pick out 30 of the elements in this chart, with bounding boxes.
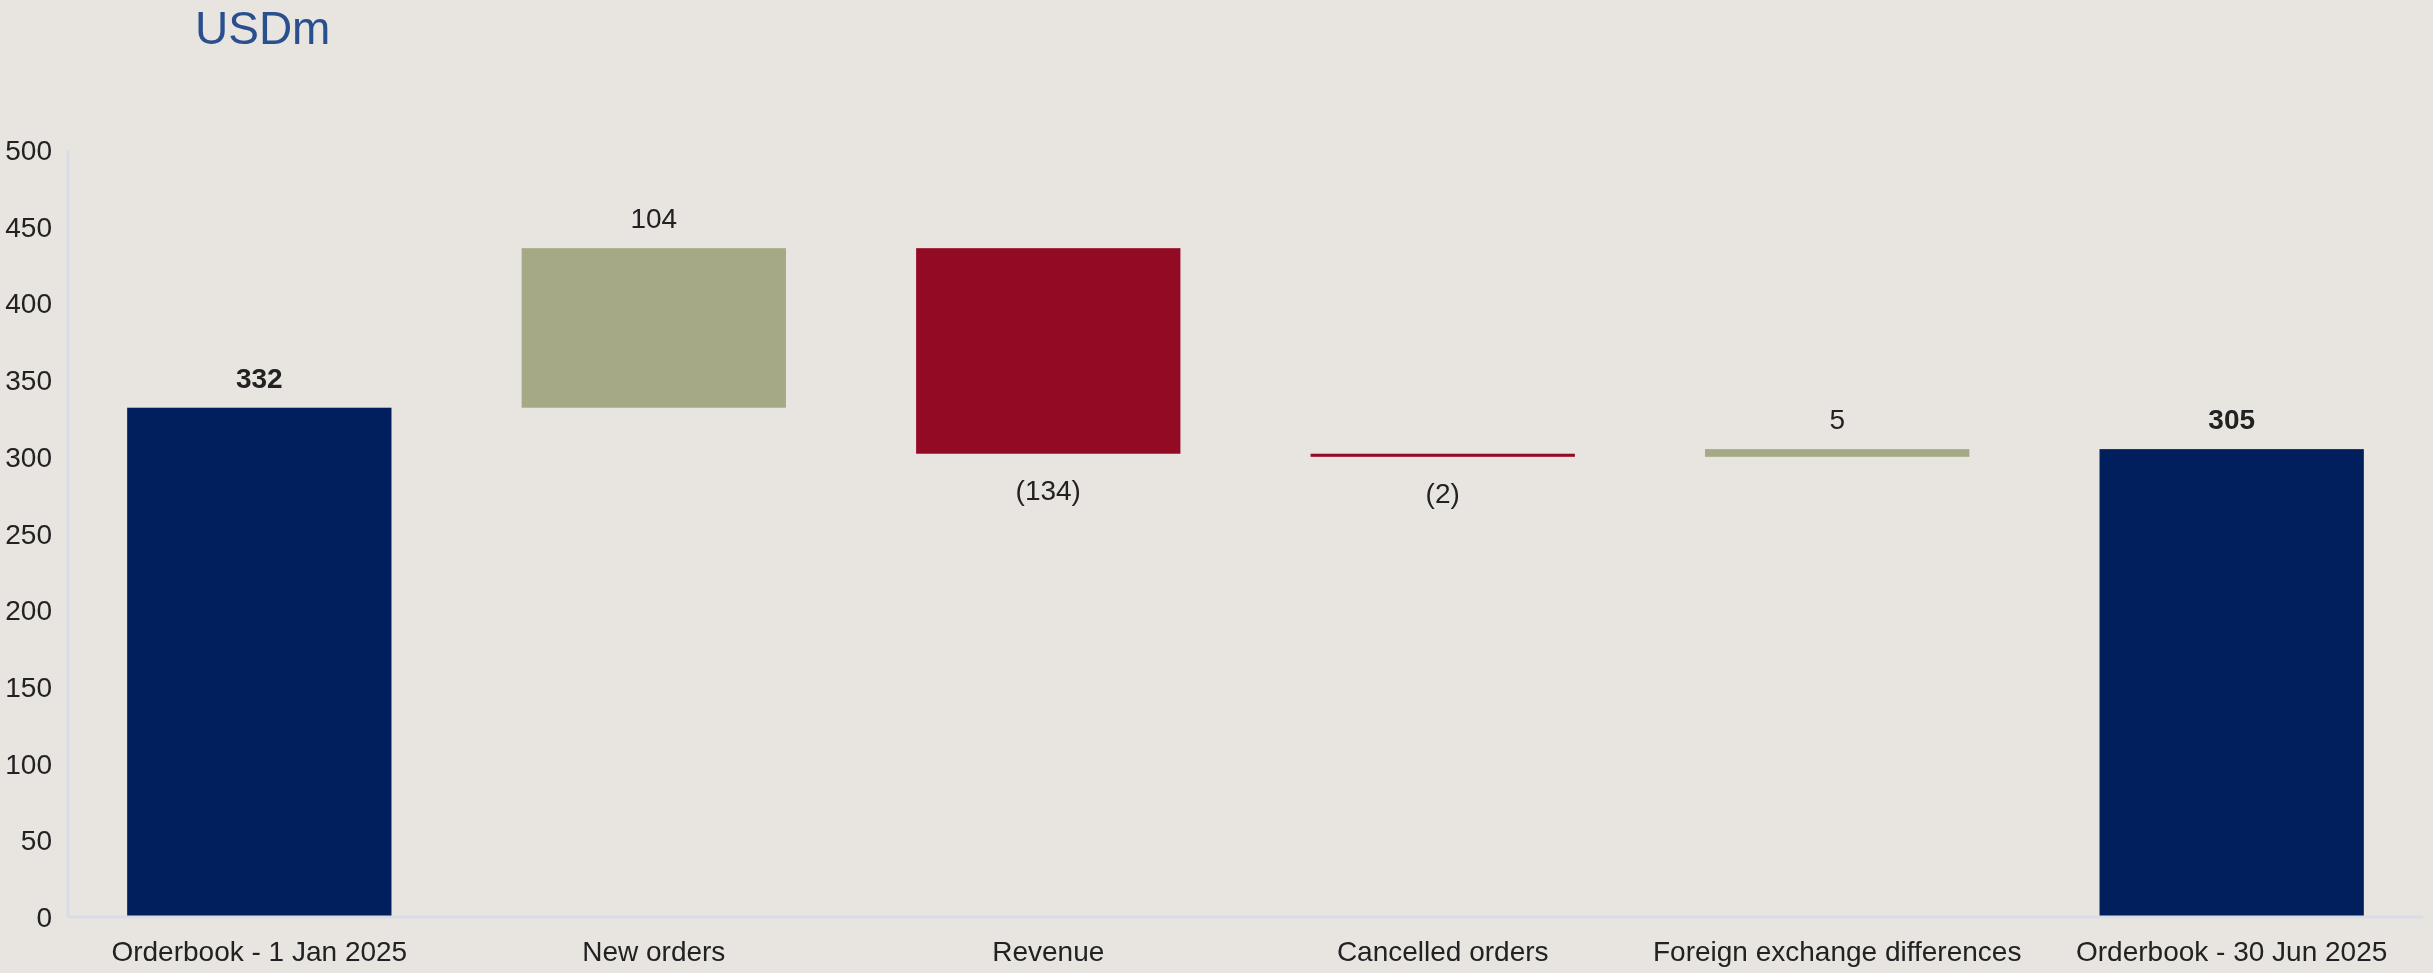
data-label: 305 — [2208, 404, 2256, 436]
y-tick-label: 50 — [20, 825, 52, 857]
y-tick-label: 250 — [5, 518, 52, 550]
bar — [127, 407, 392, 917]
y-tick-label: 300 — [5, 441, 52, 473]
bar — [1310, 453, 1575, 457]
bar — [521, 248, 786, 408]
bar — [916, 248, 1181, 454]
y-tick-label: 150 — [5, 671, 52, 703]
bar — [2099, 449, 2364, 917]
y-tick-label: 0 — [36, 902, 52, 933]
bar — [1705, 449, 1970, 457]
x-tick-label: New orders — [582, 936, 726, 967]
x-tick-label: Foreign exchange differences — [1653, 936, 2022, 967]
data-label: 5 — [1829, 404, 1845, 436]
data-label: 332 — [235, 362, 283, 394]
y-tick-label: 350 — [5, 365, 52, 397]
y-tick-label: 100 — [5, 748, 52, 780]
y-tick-label: 400 — [5, 288, 52, 320]
x-tick-label: Revenue — [992, 936, 1105, 967]
y-tick-label: 200 — [5, 595, 52, 627]
x-tick-label: Cancelled orders — [1336, 936, 1549, 967]
chart-title: USDm — [195, 2, 331, 54]
x-tick-label: Orderbook - 1 Jan 2025 — [111, 936, 408, 967]
data-label: (134) — [1015, 474, 1081, 506]
data-label: 104 — [630, 203, 678, 235]
x-tick-label: Orderbook - 30 Jun 2025 — [2076, 936, 2388, 967]
y-tick-label: 450 — [5, 211, 52, 243]
data-label: (2) — [1425, 477, 1460, 509]
y-tick-label: 500 — [5, 135, 52, 166]
